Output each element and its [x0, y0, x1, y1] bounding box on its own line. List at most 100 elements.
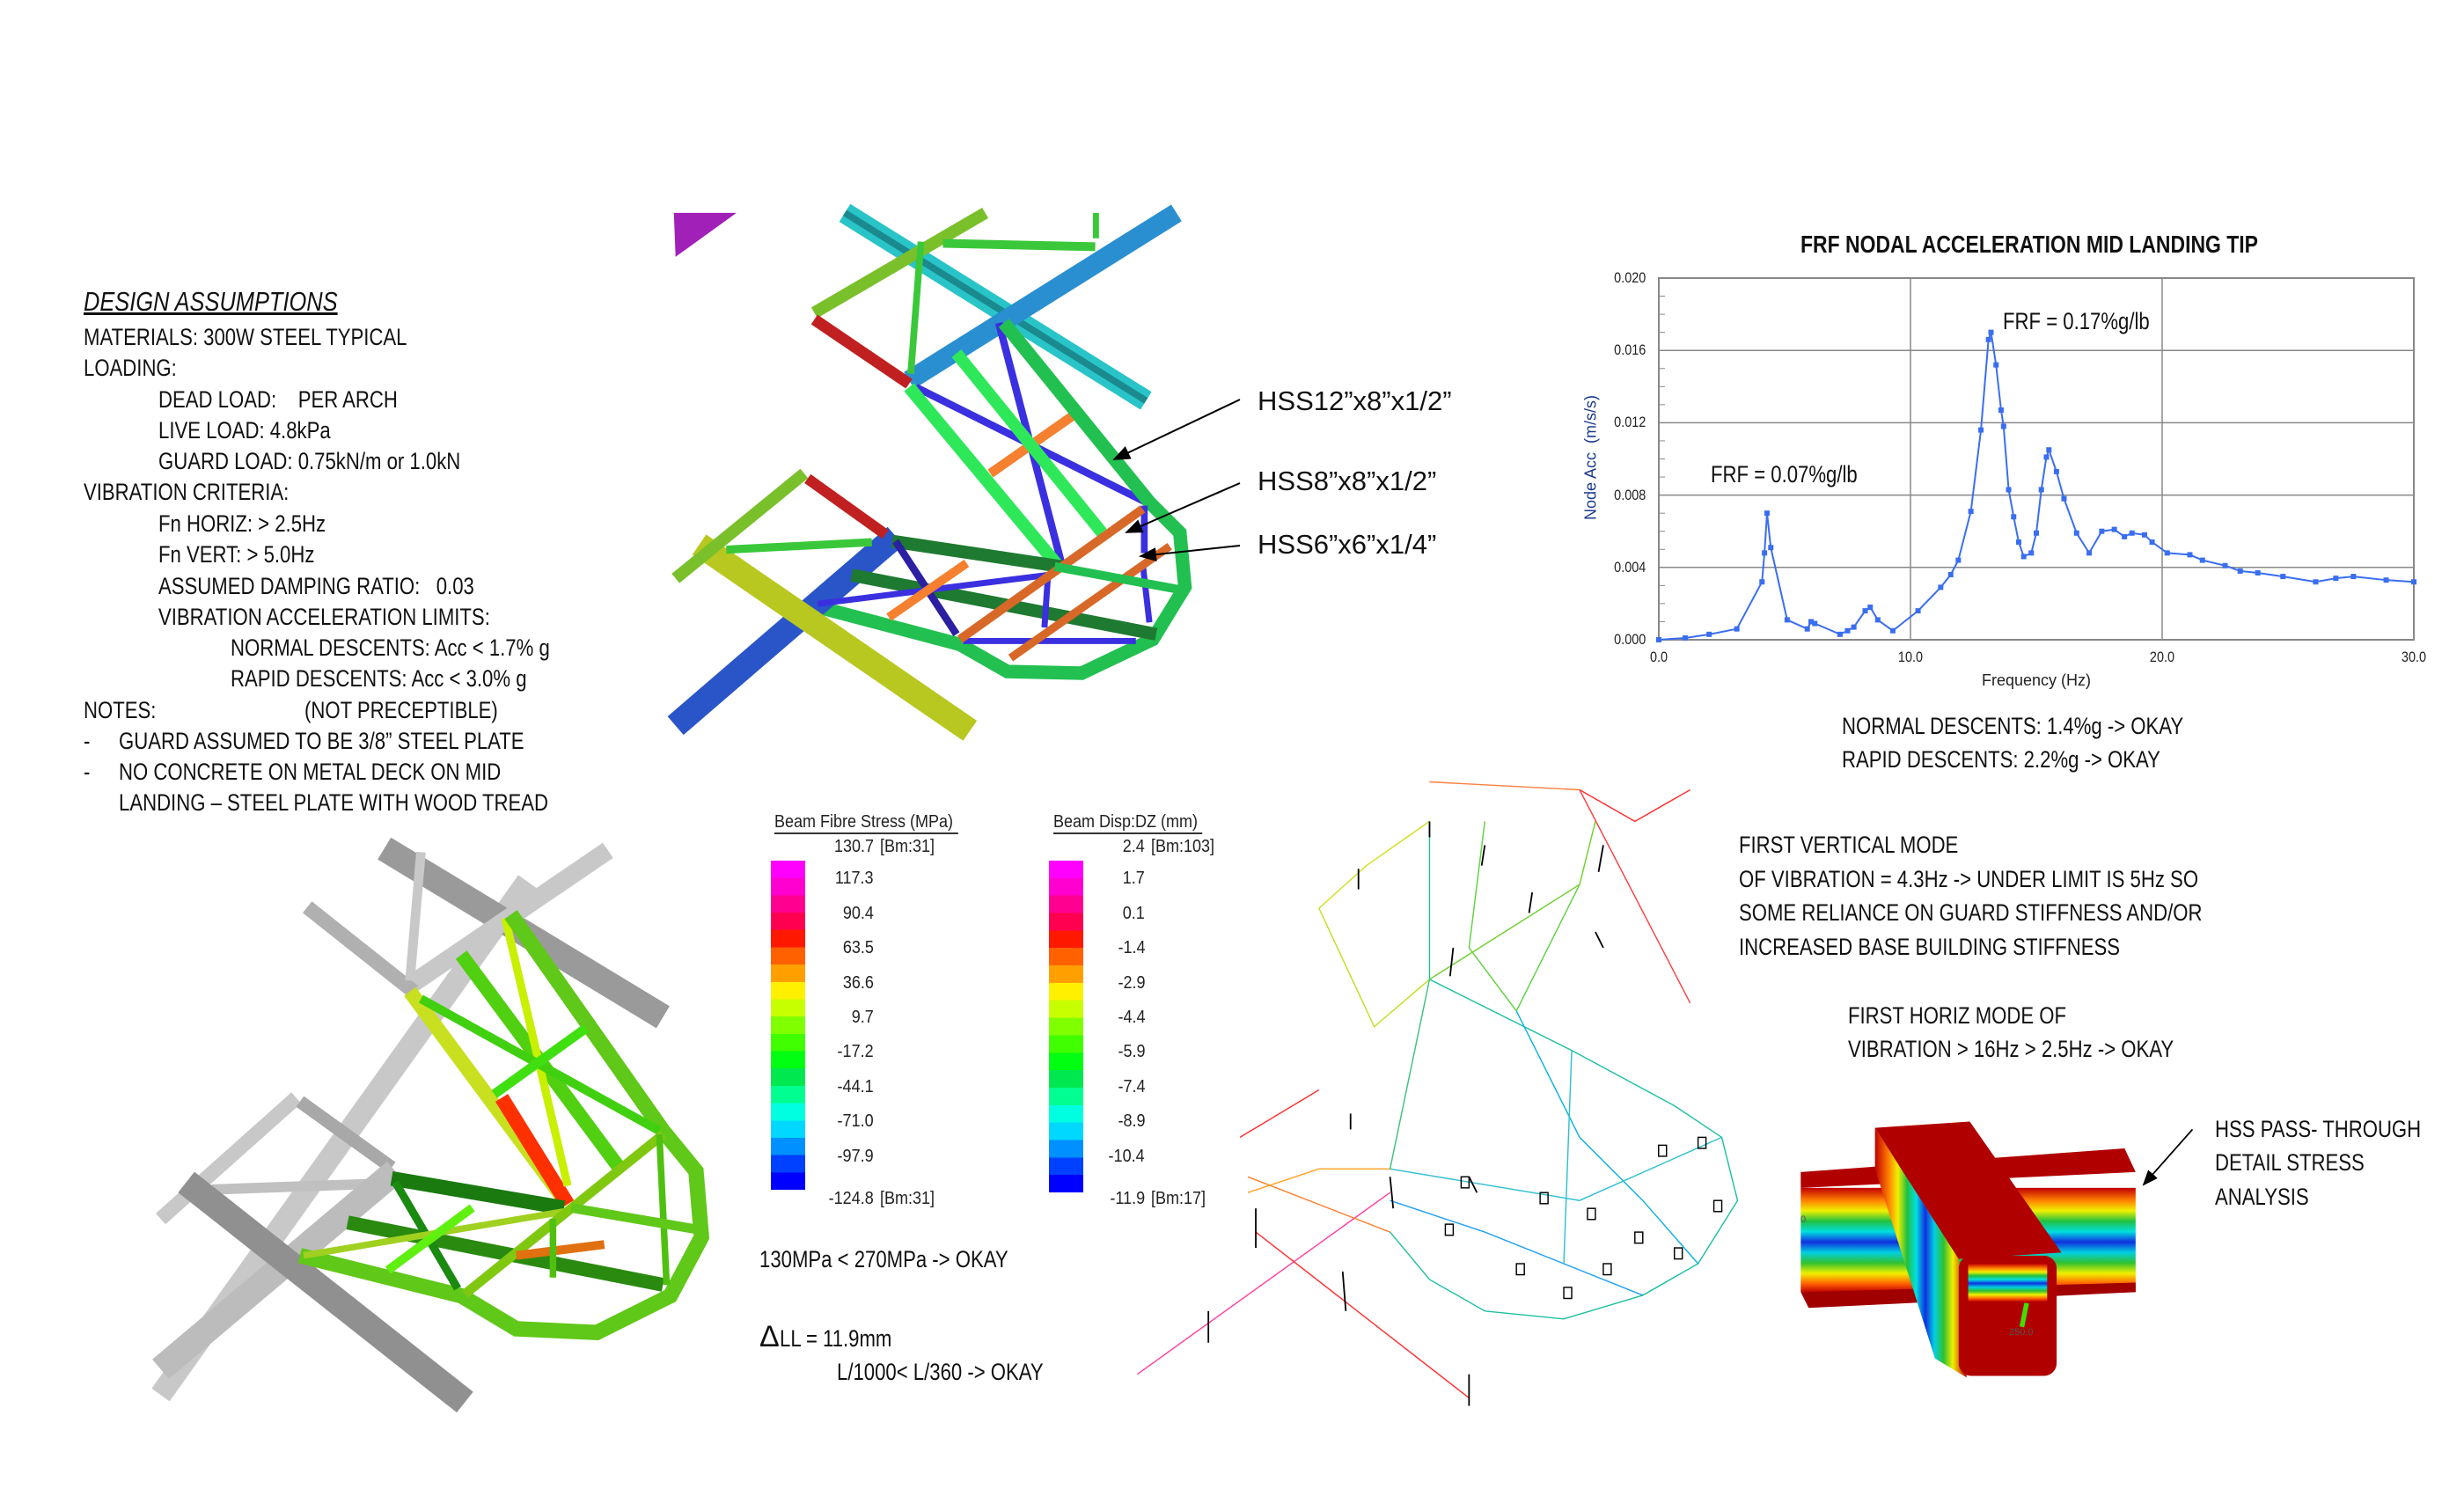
loading-heading: LOADING: — [84, 355, 177, 381]
frf-data-point — [1915, 608, 1921, 614]
acceleration-limits-line: VIBRATION ACCELERATION LIMITS: — [158, 604, 490, 630]
legend-label: -97.9 — [837, 1147, 874, 1166]
legend-label: -7.4 — [1117, 1077, 1145, 1096]
x-tick-label: 0.0 — [1649, 649, 1668, 665]
frf-data-point — [2350, 574, 2357, 580]
detail-node-label: 250.0 — [2009, 1327, 2034, 1338]
x-tick-label: 30.0 — [2401, 649, 2427, 665]
legend-min-tag: [Bm:31] — [876, 1189, 935, 1208]
y-tick-label: 0.020 — [1614, 269, 1646, 286]
frf-annotation-peak1: FRF = 0.07%g/lb — [1711, 461, 1858, 488]
frf-data-point — [2187, 552, 2193, 558]
deflection-result: ΔLL = 11.9mm — [759, 1320, 916, 1354]
y-tick-label: 0.000 — [1614, 631, 1646, 648]
frf-annotation-peak2: FRF = 0.17%g/lb — [2003, 308, 2150, 334]
rapid-descents-limit: RAPID DESCENTS: Acc < 3.0% g — [231, 665, 527, 692]
legend-max-tag: [Bm:31] — [876, 837, 935, 856]
guard-load-line: GUARD LOAD: 0.75kN/m or 1.0kN — [158, 448, 461, 474]
vibration-criteria-heading: VIBRATION CRITERIA: — [84, 479, 290, 505]
frf-data-point — [1812, 620, 1818, 627]
detail-line-2: DETAIL STRESS — [2215, 1149, 2365, 1176]
legend-label: -8.9 — [1117, 1111, 1145, 1131]
legend-label: -2.9 — [1117, 973, 1145, 993]
legend-label: -71.0 — [837, 1111, 874, 1131]
callout-arrow-hss8 — [1125, 482, 1241, 533]
stress-model — [151, 837, 710, 1413]
x-tick-label: 10.0 — [1897, 649, 1924, 665]
deflection-check: L/1000< L/360 -> OKAY — [837, 1359, 1044, 1385]
frf-data-point — [1851, 624, 1857, 630]
stress-check: 130MPa < 270MPa -> OKAY — [759, 1246, 1008, 1272]
callout-hss6: HSS6”x6”x1/4” — [1258, 529, 1437, 560]
frf-data-point — [1784, 617, 1790, 623]
stress-color-scale — [771, 861, 805, 1190]
mode-shape-wireframe — [1136, 781, 1739, 1406]
frf-data-point — [1808, 619, 1815, 625]
legend-min-value: -11.9 — [1110, 1189, 1145, 1208]
y-tick-label: 0.004 — [1614, 558, 1646, 576]
materials-line: MATERIALS: 300W STEEL TYPICAL — [84, 324, 407, 350]
legend-min-value: -124.8 — [828, 1189, 874, 1208]
deflection-value: LL = 11.9mm — [779, 1325, 892, 1352]
frf-data-point — [1804, 626, 1810, 632]
legend-label: -1.4 — [1117, 938, 1145, 957]
horiz-mode-line-2: VIBRATION > 16Hz > 2.5Hz -> OKAY — [1848, 1036, 2174, 1062]
callout-hss12: HSS12”x8”x1/2” — [1258, 385, 1452, 416]
vert-mode-line-4: INCREASED BASE BUILDING STIFFNESS — [1739, 934, 2121, 960]
frf-data-point — [1985, 336, 1991, 342]
legend-label: -44.1 — [837, 1077, 874, 1096]
frf-data-point — [2199, 557, 2205, 563]
damping-ratio-line: ASSUMED DAMPING RATIO: 0.03 — [158, 573, 474, 599]
frf-data-point — [1762, 550, 1768, 556]
legend-label: 36.6 — [842, 973, 874, 993]
frf-data-point — [2073, 530, 2079, 536]
frf-data-point — [1862, 608, 1868, 614]
frf-data-point — [1889, 627, 1896, 634]
notes-heading: NOTES: — [84, 697, 157, 723]
horiz-mode-line-1: FIRST HORIZ MODE OF — [1848, 1002, 2067, 1029]
frf-data-point — [2129, 530, 2135, 536]
frf-data-point — [2028, 550, 2035, 556]
disp-color-scale — [1049, 861, 1083, 1192]
bullet: - — [84, 728, 91, 754]
x-tick-label: 20.0 — [2149, 649, 2175, 665]
hss-pass-through-model — [1800, 1121, 2194, 1378]
frf-data-point — [1844, 627, 1851, 634]
frf-data-point — [1955, 557, 1962, 563]
legend-label: -4.4 — [1117, 1008, 1145, 1027]
detail-line-3: ANALYSIS — [2215, 1184, 2309, 1210]
detail-line-1: HSS PASS- THROUGH — [2215, 1116, 2422, 1142]
frf-data-point — [1656, 637, 1661, 642]
x-axis-label: Frequency (Hz) — [1981, 671, 2092, 689]
live-load-line: LIVE LOAD: 4.8kPa — [158, 417, 331, 444]
frf-data-point — [2222, 562, 2228, 568]
frf-data-point — [2020, 554, 2027, 560]
frf-data-point — [1968, 509, 1974, 515]
normal-descents-limit: NORMAL DESCENTS: Acc < 1.7% g — [231, 634, 550, 661]
frf-data-point — [1759, 579, 1765, 585]
legend-label: 1.7 — [1122, 869, 1145, 888]
detail-node-label: 0 — [1800, 1214, 1807, 1225]
frf-data-point — [1706, 631, 1712, 637]
frf-data-point — [1734, 626, 1740, 632]
frf-data-point — [1874, 617, 1881, 623]
y-axis-label: Node Acc (m/s/s) — [1581, 394, 1600, 521]
frf-data-point — [2038, 487, 2044, 493]
truss-section-model — [667, 203, 1192, 741]
frf-data-point — [2046, 447, 2052, 453]
legend-label: 9.7 — [851, 1008, 874, 1027]
frf-data-point — [1768, 545, 1774, 551]
callout-arrow-hss6 — [1139, 545, 1241, 562]
detail-callout-arrow — [2142, 1128, 2194, 1186]
frf-data-point — [1938, 584, 1944, 590]
legend-label: 90.4 — [842, 904, 874, 923]
frf-data-point — [2333, 576, 2339, 582]
frf-data-point — [1764, 510, 1770, 517]
frf-data-point — [1988, 329, 1994, 335]
frf-data-point — [2006, 487, 2012, 493]
note-concrete-cont: LANDING – STEEL PLATE WITH WOOD TREAD — [119, 789, 548, 816]
plot-area — [1658, 277, 2415, 641]
frf-data-point — [1978, 427, 1984, 433]
frf-data-point — [2086, 550, 2093, 556]
frf-data-point — [2099, 528, 2105, 534]
